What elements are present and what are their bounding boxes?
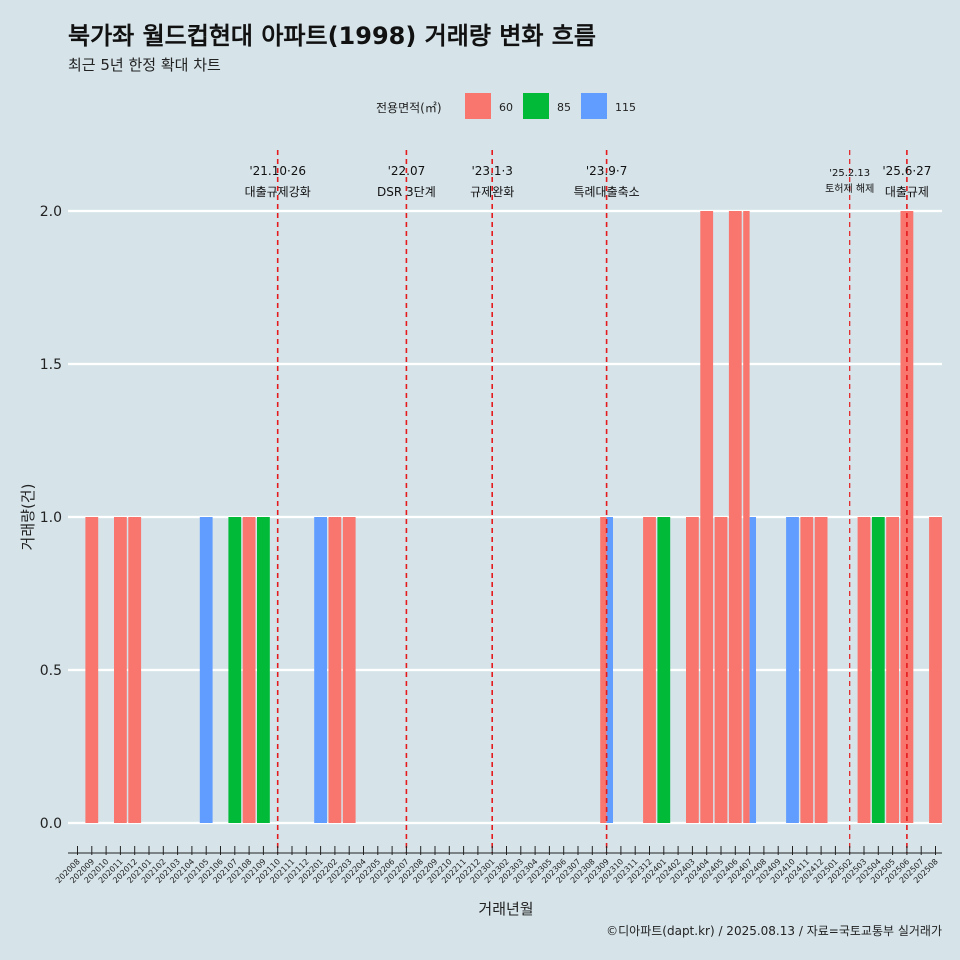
- bar-202411-60: [800, 517, 814, 823]
- bar-202401-85: [657, 517, 671, 823]
- bar-202107-85: [228, 517, 242, 823]
- bar-202108-60: [242, 517, 256, 823]
- legend-swatch-60: [465, 93, 491, 119]
- bar-202105-115: [199, 517, 213, 823]
- bar-202309-60: [600, 517, 607, 823]
- y-tick-label: 0.5: [40, 663, 62, 679]
- bar-202407-60: [743, 211, 750, 823]
- chart-subtitle: 최근 5년 한정 확대 차트: [68, 56, 221, 74]
- legend: 전용면적(㎡) 60 85 115: [376, 93, 636, 119]
- bar-202503-60: [857, 517, 871, 823]
- event-date: '21.10·26: [249, 164, 306, 178]
- bar-202202-60: [328, 517, 342, 823]
- bar-202309-115: [606, 517, 613, 823]
- event-label: 토허제 해제: [825, 182, 874, 195]
- bar-202407-115: [749, 517, 756, 823]
- bar-202403-60: [686, 517, 699, 823]
- event-label: 대출규제: [885, 185, 929, 199]
- bar-202203-60: [342, 517, 356, 823]
- legend-title: 전용면적(㎡): [376, 101, 442, 115]
- bar-202506-60: [900, 211, 914, 823]
- event-date: '25.6·27: [882, 164, 931, 178]
- y-tick-label: 1.5: [40, 357, 62, 373]
- event-label: 특례대출축소: [573, 185, 639, 199]
- legend-label-85: 85: [557, 101, 571, 114]
- caption: ©디아파트(dapt.kr) / 2025.08.13 / 자료=국토교통부 실…: [606, 924, 942, 938]
- bar-202009-60: [85, 517, 99, 823]
- y-tick-label: 1.0: [40, 510, 62, 526]
- bar-202011-60: [114, 517, 127, 823]
- legend-swatch-85: [523, 93, 549, 119]
- bars: [85, 211, 942, 823]
- x-axis: 2020082020092020102020112020122021012021…: [54, 846, 942, 885]
- bar-202505-60: [886, 517, 899, 823]
- bar-202405-60: [714, 517, 728, 823]
- event-lines: '21.10·26 대출규제강화 '22.07 DSR 3단계 '23.1·3 규제완화 '…: [245, 150, 931, 853]
- legend-swatch-115: [581, 93, 607, 119]
- event-label: DSR 3단계: [377, 185, 436, 199]
- chart-title: 북가좌 월드컵현대 아파트(1998) 거래량 변화 흐름: [68, 22, 596, 50]
- bar-202504-85: [871, 517, 885, 823]
- bar-202406-60: [728, 211, 742, 823]
- bar-202404-60: [700, 211, 714, 823]
- y-tick-label: 2.0: [40, 204, 62, 220]
- bar-202012-60: [128, 517, 142, 823]
- event-date: '25.2.13: [829, 168, 870, 179]
- event-label: 대출규제강화: [245, 185, 311, 199]
- bar-202412-60: [814, 517, 828, 823]
- legend-label-115: 115: [615, 101, 636, 114]
- y-axis-ticks: 0.0 0.5 1.0 1.5 2.0: [40, 204, 62, 832]
- legend-label-60: 60: [499, 101, 513, 114]
- x-axis-title: 거래년월: [478, 900, 533, 918]
- bar-202508-60: [929, 517, 942, 823]
- event-date: '23.1·3: [471, 164, 512, 178]
- bar-202410-115: [786, 517, 799, 823]
- event-label: 규제완화: [470, 185, 514, 199]
- event-date: '23.9·7: [586, 164, 627, 178]
- event-date: '22.07: [388, 164, 426, 178]
- bar-202109-85: [257, 517, 270, 823]
- bar-202201-115: [314, 517, 327, 823]
- y-axis-title: 거래량(건): [19, 484, 37, 551]
- y-tick-label: 0.0: [40, 816, 62, 832]
- bar-202312-60: [643, 517, 656, 823]
